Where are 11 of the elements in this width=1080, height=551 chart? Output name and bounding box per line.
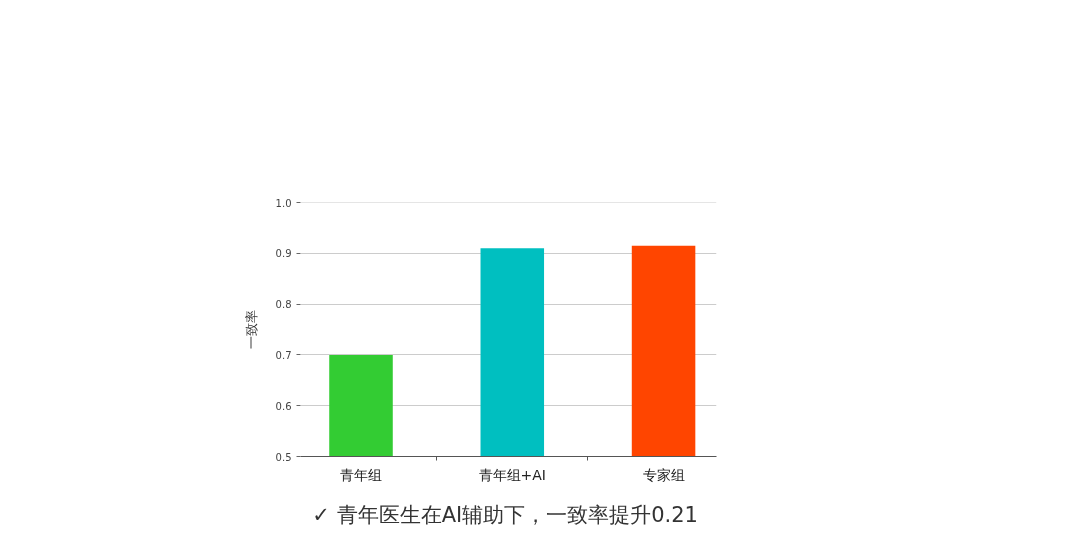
- text: ✓ 青年医生在AI辅助下，一致率提升0.21: [312, 502, 698, 527]
- y-axis-title: 一致率: [243, 310, 259, 349]
- y-tick-label: 1.0: [275, 197, 292, 209]
- y-tick-label: 0.5: [275, 451, 292, 463]
- x-tick-label: 青年组+AI: [478, 466, 546, 483]
- x-tick-label: 专家组: [642, 466, 685, 483]
- y-tick-label: 0.7: [275, 349, 292, 361]
- x-tick-label: 青年组: [340, 466, 383, 483]
- y-tick-label: 0.8: [275, 299, 292, 311]
- y-tick-label: 0.9: [275, 248, 292, 260]
- y-tick-label: 0.6: [275, 400, 292, 412]
